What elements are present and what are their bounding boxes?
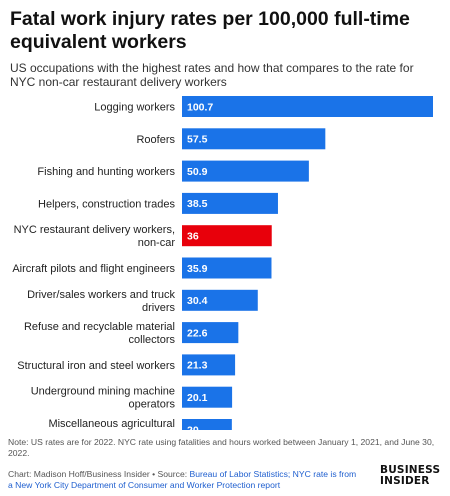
category-label: Structural iron and steel workers	[17, 360, 175, 372]
category-label: Aircraft pilots and flight engineers	[12, 263, 175, 275]
chart-subtitle: US occupations with the highest rates an…	[10, 61, 414, 89]
business-insider-logo: BUSINESS INSIDER	[380, 465, 442, 487]
bar	[182, 257, 272, 279]
bar-value-label: 38.5	[187, 198, 208, 210]
category-label: Roofers	[136, 134, 175, 146]
category-label: Miscellaneous agriculturalworkers	[48, 418, 175, 430]
bar	[182, 128, 326, 150]
bar-value-label: 35.9	[187, 263, 208, 275]
source-link[interactable]: Bureau of Labor Statistics; NYC rate is …	[8, 469, 357, 490]
bar	[182, 386, 233, 408]
logo-line-1: BUSINESS	[380, 464, 441, 476]
category-label: Refuse and recyclable material collectors	[24, 321, 176, 346]
logo-line-2: INSIDER	[380, 475, 430, 487]
bar-value-label: 21.3	[187, 360, 208, 372]
category-label: Helpers, construction trades	[38, 198, 175, 210]
bar-value-label: 30.4	[187, 295, 208, 307]
bar-value-label: 20.1	[187, 392, 208, 404]
category-label: NYC restaurant delivery workers, non-car	[14, 224, 176, 249]
bar	[182, 160, 309, 182]
bar	[182, 96, 433, 117]
category-label: Logging workers	[94, 102, 175, 114]
bar-chart: 100.7 Logging workers 57.5 Roofers 50.9 Fishi…	[12, 96, 433, 430]
category-label: Driver/sales workers and truck drivers	[27, 289, 175, 314]
bar-value-label: 100.7	[187, 101, 213, 113]
bar-value-label: 50.9	[187, 166, 208, 178]
bar	[182, 354, 236, 376]
category-label: Underground mining machine operators	[31, 386, 176, 411]
bar-value-label: 22.6	[187, 327, 208, 339]
chart-credit: Chart: Madison Hoff/Business Insider • S…	[8, 469, 190, 479]
chart-footer: Chart: Madison Hoff/Business Insider • S…	[8, 469, 363, 491]
bar	[182, 192, 278, 214]
bar	[182, 322, 239, 344]
chart-title: Fatal work injury rates per 100,000 full…	[10, 8, 410, 53]
bar-value-label: 20	[187, 424, 199, 430]
bar	[182, 289, 258, 311]
chart-note: Note: US rates are for 2022. NYC rate us…	[8, 437, 435, 458]
bar-value-label: 36	[187, 231, 199, 243]
category-label: Fishing and hunting workers	[37, 166, 175, 178]
bar	[182, 419, 232, 430]
bar	[182, 225, 272, 247]
bar-value-label: 57.5	[187, 134, 208, 146]
